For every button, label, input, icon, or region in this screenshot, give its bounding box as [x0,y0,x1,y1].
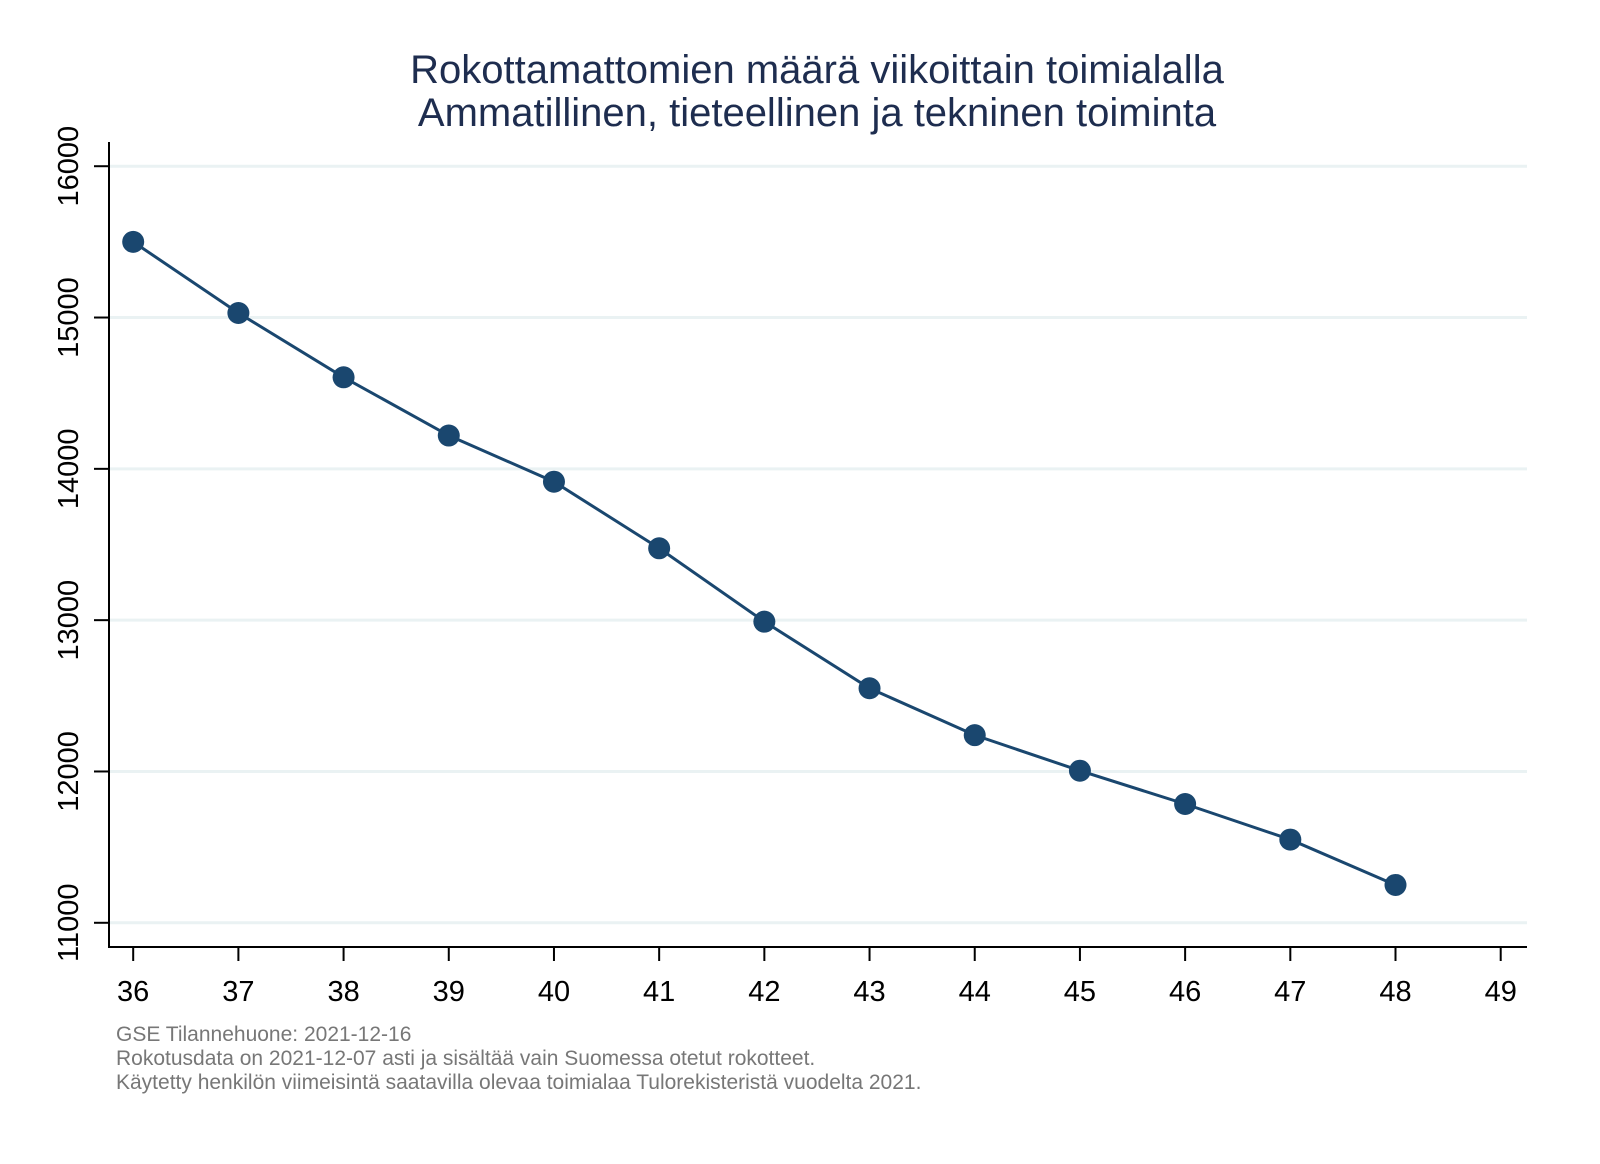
data-point [1279,828,1302,851]
y-tick-label: 15000 [53,277,85,358]
gridlines [109,164,1527,925]
x-tick-label: 37 [222,976,254,1008]
y-tick-label: 13000 [53,580,85,661]
x-tick-label: 41 [643,976,675,1008]
chart-title-line-1: Rokottamattomien määrä viikoittain toimi… [410,48,1224,92]
x-tick-label: 46 [1169,976,1201,1008]
x-tick-label: 40 [538,976,570,1008]
x-tick-label: 38 [327,976,359,1008]
footnote-source: GSE Tilannehuone: 2021-12-16 [116,1023,411,1046]
x-tick-label: 36 [117,976,149,1008]
footnote-data: Rokotusdata on 2021-12-07 asti ja sisält… [116,1047,815,1070]
data-point [332,366,355,389]
data-point [542,470,565,493]
x-tick-label: 47 [1274,976,1306,1008]
y-tick-label: 14000 [53,429,85,510]
x-tick-label: 45 [1064,976,1096,1008]
data-point [963,724,986,747]
chart-title-line-2: Ammatillinen, tieteellinen ja tekninen t… [418,91,1217,135]
data-point [437,424,460,447]
data-point [1068,759,1091,782]
footnote-industry: Käytetty henkilön viimeisintä saatavilla… [116,1071,921,1094]
data-point [753,610,776,633]
x-tick-label: 49 [1485,976,1517,1008]
y-tick-label: 16000 [53,126,85,207]
series-line [132,240,1397,887]
data-point [122,230,145,253]
x-tick-label: 44 [959,976,991,1008]
data-point [858,677,881,700]
series [122,230,1407,896]
y-axis-ticks: 11000 12000 13000 14000 15000 16000 [53,126,109,962]
x-tick-label: 42 [748,976,780,1008]
data-point [1174,793,1197,816]
data-point [648,537,671,560]
x-axis-ticks: 36 37 38 39 40 41 42 43 44 45 46 47 48 49 [117,947,1517,1008]
data-point [227,301,250,324]
axes [108,142,1527,948]
x-tick-label: 43 [853,976,885,1008]
y-tick-label: 11000 [53,884,85,963]
y-tick-label: 12000 [53,731,85,812]
x-tick-label: 48 [1379,976,1411,1008]
x-tick-label: 39 [433,976,465,1008]
data-point [1384,873,1407,896]
